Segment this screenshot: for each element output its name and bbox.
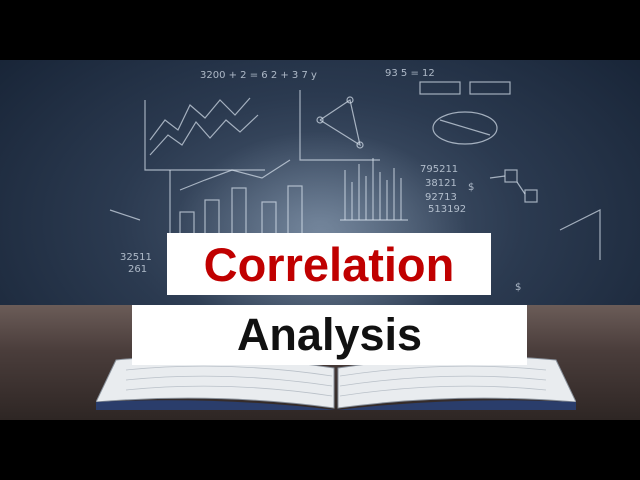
doodle-ellipse-chart: [432, 111, 498, 145]
doodle-flow-box: [419, 81, 461, 95]
doodle-bar: [287, 185, 303, 235]
doodle-network: [299, 90, 380, 161]
doodle-bar-axes: [169, 170, 310, 236]
board-number: 513192: [428, 204, 466, 215]
doodle-flow-box: [524, 189, 538, 203]
doodle-arrows: [109, 209, 601, 260]
board-number: 261: [128, 264, 147, 275]
doodle-line-chart-1: [149, 97, 251, 141]
doodle-flow-box: [469, 81, 511, 95]
doodle-trend: [179, 159, 291, 191]
doodle-ellipse-line: [439, 119, 491, 136]
board-formula-right: 93 5 = 12: [385, 68, 435, 79]
doodle-bar: [179, 211, 195, 235]
doodle-node: [316, 116, 324, 124]
doodle-bar: [261, 201, 277, 235]
open-book: [96, 355, 576, 410]
title-line-1-text: Correlation: [203, 237, 455, 291]
doodle-node: [346, 96, 354, 104]
title-line-2: Analysis: [132, 305, 527, 365]
title-line-2-text: Analysis: [236, 309, 423, 360]
doodle-node: [356, 141, 364, 149]
board-formula-top: 3200 + 2 = 6 2 + 3 7 y: [200, 70, 317, 81]
doodle-flow-lines: [489, 175, 526, 195]
board-number: 38121: [425, 178, 457, 189]
board-number: 32511: [120, 252, 152, 263]
board-symbol: $: [515, 282, 521, 293]
doodle-bar: [204, 199, 220, 235]
board-symbol: $: [468, 182, 474, 193]
board-number: 795211: [420, 164, 458, 175]
title-line-1: Correlation: [167, 233, 491, 295]
chalkboard-doodles: 3200 + 2 = 6 2 + 3 7 y 93 5 = 12 795211 …: [109, 68, 601, 293]
doodle-axes-left: [144, 100, 265, 171]
doodle-flow-box: [504, 169, 518, 183]
board-number: 92713: [425, 192, 457, 203]
doodle-histogram: [344, 158, 402, 220]
doodle-line-chart-2: [149, 114, 259, 156]
doodle-bar: [231, 187, 247, 235]
